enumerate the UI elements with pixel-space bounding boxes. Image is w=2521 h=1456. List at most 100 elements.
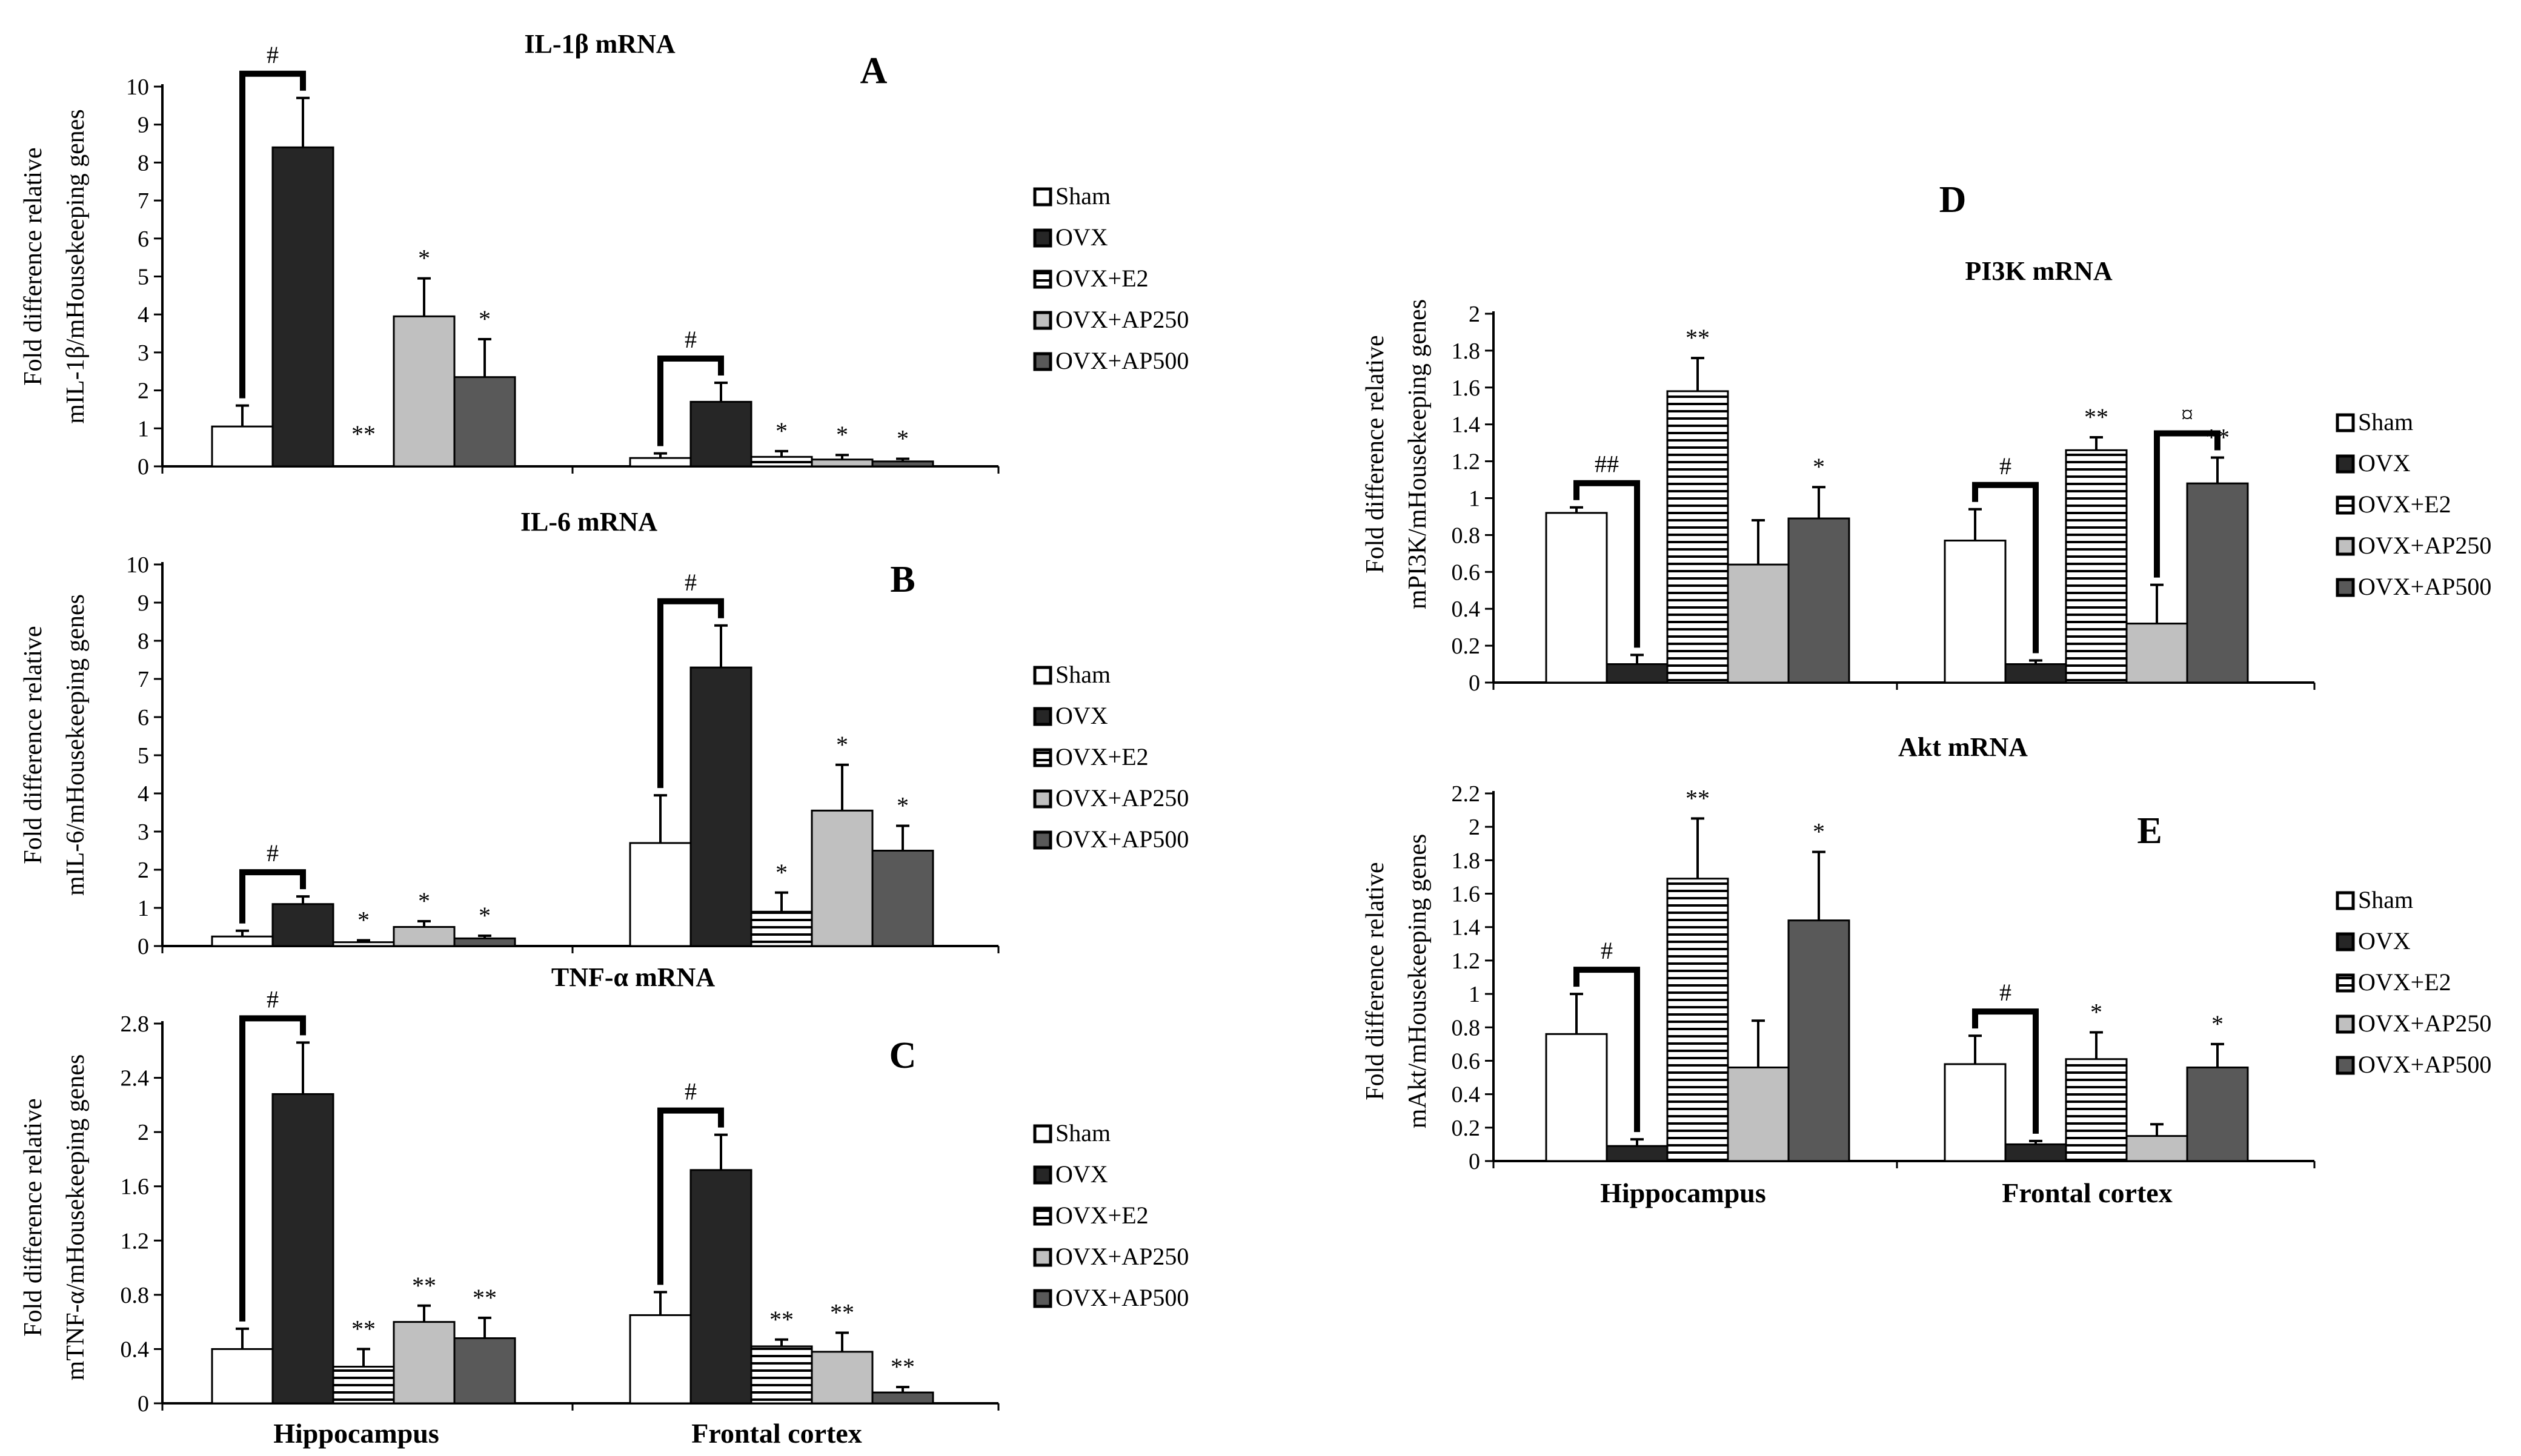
panel-B-ytick-label: 3 [138,819,149,845]
panel-D-bar [1944,540,2007,684]
panel-D-static: PI3K mRNA D Fold difference relative mPI… [1361,179,2113,609]
panel-E-ytick-label: 0.4 [1452,1082,1481,1108]
panel-E-static: Akt mRNA E Fold difference relative mAkt… [1361,732,2162,1128]
panel-D-legend-swatch [2336,578,2355,597]
panel-D-ylabel-line1: Fold difference relative [1361,335,1389,573]
panel-B-bar [453,937,516,947]
panel-D-ytick-label: 0.8 [1452,523,1481,548]
panel-B-title: IL-6 mRNA [520,507,657,537]
panel-C-legend-label: OVX+E2 [1055,1202,1149,1229]
panel-C-ytick-label: 2.8 [121,1011,150,1037]
panel-C-significance-mark: ** [473,1284,497,1311]
panel-C-category-label-0: Hippocampus [273,1418,439,1449]
panel-C-bar [811,1351,874,1405]
panel-C-significance-bracket [657,1107,724,1285]
panel-B-significance-mark: * [836,731,848,758]
panel-E-bar [1727,1066,1790,1162]
panel-A-legend-swatch [1033,270,1052,289]
panel-E-ytick-label: 1.4 [1452,915,1481,941]
panel-B-ytick-label: 6 [138,705,149,730]
panel-A-bracket-label: # [267,41,279,68]
panel-E-significance-bracket [1573,967,1640,1133]
panel-A-ylabel-line1: Fold difference relative [19,147,47,385]
panel-D-significance-bracket [1972,481,2039,654]
panel-C-significance-mark: ** [412,1272,436,1299]
panel-C-ytick-label: 1.6 [121,1174,150,1200]
panel-D-ytick-label: 0.2 [1452,634,1481,659]
panel-B-ytick-label: 9 [138,591,149,616]
panel-B-ytick-label: 0 [138,934,149,959]
panel-A-legend-label: OVX [1055,223,1108,251]
panel-B-legend-label: OVX+AP500 [1055,826,1189,853]
panel-D-ytick-label: 1.4 [1452,412,1481,438]
panel-B-ytick-label: 1 [138,896,149,921]
panel-A-significance-mark: * [479,305,491,333]
panel-E-legend-label: OVX+E2 [2358,968,2451,996]
panel-D-legend-label: Sham [2358,408,2413,435]
panel-A-ytick-label: 8 [138,150,149,176]
panel-E-significance-mark: * [2090,999,2102,1026]
panel-B-legend-label: OVX [1055,702,1108,729]
panel-C-bar [211,1348,274,1405]
panel-D-significance-mark: * [1813,453,1825,480]
panel-D-ytick-label: 1.6 [1452,376,1481,401]
panel-B-legend-label: OVX+AP250 [1055,784,1189,812]
panel-B-legend-swatch [1033,789,1052,809]
panel-C-ytick-label: 0 [138,1391,149,1417]
panel-D-bracket-label: # [1999,452,2011,480]
panel-D-ylabel-line2: mPI3K/mHousekeeping genes [1404,299,1432,609]
panel-A-ytick-label: 6 [138,227,149,252]
panel-A-static: IL-1β mRNA A Fold difference relative mI… [19,29,888,424]
panel-C-legend-swatch [1033,1206,1052,1226]
panel-C-static: TNF-α mRNA C Fold difference relative mT… [19,962,916,1380]
panel-C-legend-label: Sham [1055,1119,1111,1147]
panel-E-bar [1666,878,1729,1162]
panel-D-legend-label: OVX+AP500 [2358,573,2491,600]
panel-D-ytick-label: 1.8 [1452,339,1481,364]
panel-D-ytick-label: 2 [1469,302,1480,327]
panel-A-legend-label: Sham [1055,182,1111,210]
panel-C-ytick-label: 1.2 [121,1228,150,1254]
panel-C-legend-label: OVX+AP250 [1055,1243,1189,1270]
panel-A-ylabel-line2: mIL-1β/mHousekeeping genes [62,109,90,423]
panel-E-ytick-label: 0 [1469,1149,1480,1174]
panel-E-legend-label: OVX+AP500 [2358,1051,2491,1078]
panel-C-bracket-label: # [685,1078,697,1105]
panel-D-bar [1606,663,1669,684]
panel-B-chart: 0 1 2 3 4 5 6 7 8 9 10 * * * * * * # # Sham OVX OVX+E2 OVX+AP2… [126,552,1189,959]
panel-E-significance-bracket [1972,1008,2039,1134]
panel-D-bar [1666,390,1729,684]
panel-E-ytick-label: 0.6 [1452,1048,1481,1074]
panel-A-bar [689,400,752,468]
panel-D-chart: 00.20.40.60.811.21.41.61.82*******## #¤ Sh… [1452,302,2492,696]
panel-E-ytick-label: 1.6 [1452,882,1481,907]
panel-C-bar [271,1093,334,1405]
panel-D-bar [2186,482,2249,684]
panel-D-significance-bracket [2154,430,2220,578]
panel-B-legend-label: Sham [1055,661,1111,688]
panel-E-bracket-label: # [1601,937,1613,964]
panel-E-ytick-label: 1.2 [1452,948,1481,974]
panel-A-significance-mark: * [897,425,909,452]
panel-D-significance-mark: ** [2084,403,2108,431]
panel-C-legend-swatch [1033,1124,1052,1143]
panel-E-bar [2065,1058,2128,1162]
panel-C-ytick-label: 0.8 [121,1283,150,1308]
panel-C-significance-mark: ** [769,1306,794,1333]
panel-B-legend-swatch [1033,748,1052,767]
panel-B-ytick-label: 2 [138,858,149,883]
panel-D-legend-label: OVX+E2 [2358,491,2451,518]
panel-E-bar [1787,919,1850,1162]
panel-D-ytick-label: 0 [1469,670,1480,696]
panel-D-bar [2125,623,2188,684]
panel-D-legend-swatch [2336,413,2355,432]
panel-B-ytick-label: 7 [138,667,149,692]
panel-E-significance-mark: * [1813,818,1825,845]
panel-C-ylabel-line1: Fold difference relative [19,1098,47,1336]
panel-A-ytick-label: 9 [138,113,149,138]
panel-D-significance-bracket [1573,480,1640,648]
panel-A-legend-label: OVX+E2 [1055,265,1149,292]
panel-C-bar [393,1321,456,1405]
panel-A-significance-mark: * [418,245,430,272]
